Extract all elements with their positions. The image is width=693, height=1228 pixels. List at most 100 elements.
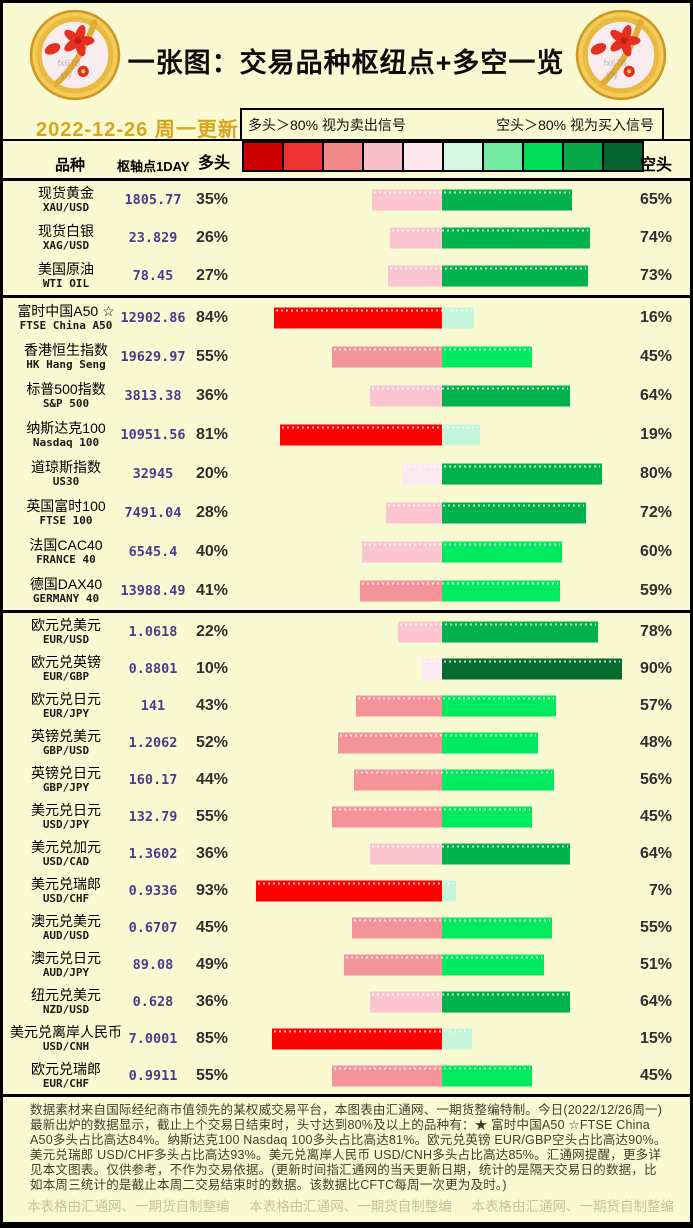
pivot-value: 3813.38 (124, 387, 182, 404)
instrument-name-cn: 欧元兑英镑 (31, 653, 101, 670)
column-header-symbol: 品种 (55, 157, 86, 174)
long-bar-segment (354, 769, 442, 790)
instrument-code: FRANCE 40 (36, 552, 96, 566)
legend-long-note: 多头＞80% 视为卖出信号 (248, 116, 406, 133)
watermark-row: 本表格由汇通网、一期货自制整编 本表格由汇通网、一期货自制整编 本表格由汇通网、… (27, 1195, 674, 1215)
short-bar-segment (442, 227, 590, 249)
long-percent: 55% (196, 347, 229, 365)
pivot-value: 23.829 (128, 230, 178, 246)
scale-swatch (364, 143, 404, 170)
short-bar-segment (442, 880, 456, 901)
pivot-value: 141 (140, 697, 166, 714)
instrument-name-cn: 澳元兑美元 (31, 912, 101, 929)
short-bar-segment (442, 1028, 472, 1049)
instrument-code: HK Hang Seng (26, 357, 106, 371)
long-percent: 27% (196, 267, 229, 284)
instrument-name: 澳元兑美元 AUD/USD (3, 912, 129, 942)
long-bar-segment (344, 954, 442, 975)
pivot-value: 160.17 (128, 771, 178, 788)
sentiment-table: 现货黄金 XAU/USD 1805.77 35% 65% 现货白银 XAG/US… (3, 181, 690, 1094)
short-percent: 45% (639, 347, 672, 365)
short-bar-segment (442, 541, 562, 562)
short-bar-segment (442, 843, 570, 864)
instrument-code: USD/CNH (42, 1039, 90, 1053)
instrument-row: 道琼斯指数 US30 32945 20% 80% (3, 454, 690, 493)
short-percent: 45% (639, 807, 672, 825)
instrument-name-cn: 美元兑离岸人民币 (10, 1023, 122, 1040)
short-bar-segment (442, 580, 560, 601)
instrument-name: 英镑兑日元 GBP/JPY (3, 765, 129, 794)
long-bar-segment (356, 695, 442, 716)
instrument-row: 纳斯达克100 Nasdaq 100 10951.56 81% 19% (3, 415, 690, 454)
legend-box: 多头＞80% 视为卖出信号 空头＞80% 视为买入信号 (240, 108, 664, 141)
pivot-value: 1.3602 (128, 845, 178, 862)
short-bar-segment (442, 621, 598, 642)
short-bar-segment (442, 954, 544, 975)
long-bar-segment (422, 658, 442, 679)
short-bar-segment (442, 307, 474, 328)
long-bar-segment (332, 346, 442, 367)
instrument-row: 英镑兑日元 GBP/JPY 160.17 44% 56% (3, 761, 690, 798)
pivot-value: 1.2062 (128, 734, 178, 751)
short-bar-segment (442, 917, 552, 938)
short-percent: 73% (639, 267, 672, 284)
short-bar-segment (442, 265, 588, 287)
coin-logo-right-icon: fx678 yly (575, 9, 667, 101)
sentiment-bar (356, 695, 556, 716)
short-percent: 64% (639, 992, 672, 1010)
instrument-code: US30 (52, 474, 80, 488)
short-bar-segment (442, 1065, 532, 1086)
short-bar-segment (442, 695, 556, 716)
sentiment-bar (370, 843, 570, 864)
sentiment-bar (390, 227, 590, 249)
short-bar-segment (442, 502, 586, 523)
instrument-row: 富时中国A50 ☆ FTSE China A50 12902.86 84% 16… (3, 298, 690, 337)
sentiment-bar (332, 806, 532, 827)
sentiment-bar (422, 658, 622, 679)
long-percent: 55% (196, 807, 229, 825)
instrument-row: 美国原油 WTI OIL 78.45 27% 73% (3, 257, 690, 295)
coin-logo-left-icon: fx678 yly (29, 9, 121, 101)
long-percent: 55% (196, 1066, 229, 1084)
instrument-row: 英镑兑美元 GBP/USD 1.2062 52% 48% (3, 724, 690, 761)
instrument-name-cn: 澳元兑日元 (31, 949, 101, 966)
short-percent: 55% (639, 918, 672, 936)
instrument-code: GBP/USD (42, 743, 90, 757)
instrument-code: Nasdaq 100 (32, 435, 100, 449)
long-bar-segment (272, 1028, 442, 1049)
short-percent: 51% (639, 955, 672, 973)
sentiment-bar (352, 917, 552, 938)
long-bar-segment (372, 189, 442, 211)
column-header-long: 多头 (198, 155, 231, 172)
footer-note: 数据素材来自国际经纪商市值领先的某权威交易平台，本图表由汇通网、一期货整编特制。… (30, 1103, 667, 1192)
short-percent: 72% (639, 503, 672, 521)
instrument-name-cn: 道琼斯指数 (31, 458, 101, 475)
pivot-value: 32945 (132, 465, 174, 482)
long-bar-segment (398, 621, 442, 642)
instrument-code: EUR/JPY (42, 706, 90, 720)
long-percent: 84% (196, 308, 229, 326)
pivot-value: 1.0618 (128, 623, 178, 640)
instrument-name-cn: 欧元兑日元 (31, 690, 101, 707)
instrument-code: EUR/USD (42, 632, 90, 646)
instrument-name-cn: 纽元兑美元 (31, 986, 101, 1003)
pivot-value: 7.0001 (128, 1030, 178, 1047)
short-percent: 90% (639, 659, 672, 677)
instrument-name-cn: 欧元兑美元 (31, 616, 101, 633)
pivot-value: 6545.4 (128, 543, 178, 560)
long-percent: 93% (196, 881, 229, 899)
sentiment-bar (370, 991, 570, 1012)
long-bar-segment (280, 424, 442, 445)
instrument-name: 欧元兑美元 EUR/USD (3, 616, 129, 646)
sentiment-bar (372, 189, 572, 211)
instrument-name: 欧元兑瑞郎 EUR/CHF (3, 1061, 129, 1090)
instrument-name-cn: 美元兑瑞郎 (31, 875, 101, 892)
short-percent: 64% (639, 844, 672, 862)
instrument-name: 英国富时100 FTSE 100 (3, 498, 129, 527)
pivot-value: 0.8801 (128, 660, 178, 677)
instrument-name: 欧元兑日元 EUR/JPY (3, 690, 129, 720)
instrument-name-cn: 标普500指数 (26, 380, 106, 397)
short-bar-segment (442, 732, 538, 753)
long-bar-segment (370, 385, 442, 406)
instrument-row: 欧元兑美元 EUR/USD 1.0618 22% 78% (3, 613, 690, 650)
